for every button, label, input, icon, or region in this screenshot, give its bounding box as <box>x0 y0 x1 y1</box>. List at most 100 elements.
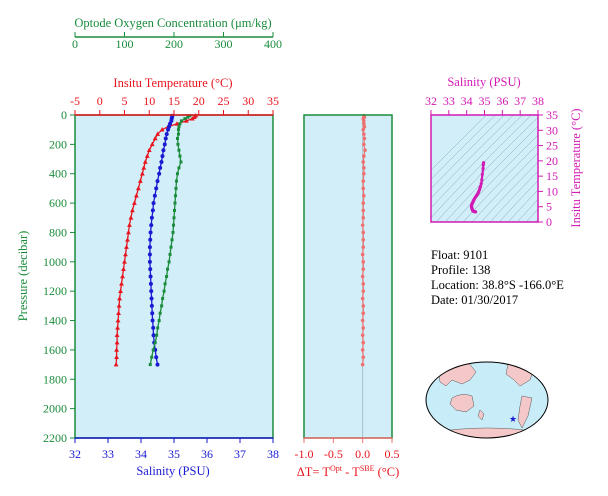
delta-axis: -1.0 -0.5 0.0 0.5 <box>295 438 400 461</box>
ts-temperature-tick-label: 25 <box>546 139 558 153</box>
temperature-point <box>124 244 129 249</box>
oxygen-axis: 0 100 200 300 400 <box>72 32 282 51</box>
delta-point <box>361 201 366 205</box>
oxygen-point <box>186 115 190 119</box>
temperature-point <box>149 141 155 147</box>
pressure-axis: 0 200 400 600 800 1000 1200 1400 1600 1800 2000 220… <box>43 108 75 445</box>
delta-tick-label: 0.5 <box>385 447 400 461</box>
delta-point <box>361 237 366 242</box>
salinity-point <box>164 132 169 137</box>
ts-temperature-tick-label: 35 <box>546 108 558 122</box>
oxygen-tick-label: 0 <box>72 37 78 51</box>
ts-salinity-tick-label: 32 <box>425 94 437 108</box>
salinity-point <box>151 333 156 338</box>
temperature-point <box>137 178 143 183</box>
temperature-point <box>142 159 148 164</box>
delta-point <box>361 230 366 235</box>
oxygen-point <box>170 238 174 242</box>
salinity-point <box>151 325 156 330</box>
ts-isopycnal-line <box>498 180 538 222</box>
delta-point <box>360 362 365 367</box>
delta-point <box>362 124 367 129</box>
float-info: Float: 9101 Profile: 138 Location: 38.8°… <box>431 248 564 307</box>
salinity-point <box>158 165 163 170</box>
delta-point <box>361 326 366 330</box>
float-location: Location: 38.8°S -166.0°E <box>431 278 564 292</box>
salinity-point <box>155 362 160 367</box>
pressure-tick-label: 400 <box>49 167 67 181</box>
oxygen-point <box>176 132 180 136</box>
pressure-tick-label: 0 <box>61 108 67 122</box>
salinity-point <box>148 281 153 286</box>
profile-series-layer <box>113 113 199 367</box>
delta-label-sup1: Opt <box>330 464 343 473</box>
map-new-zealand <box>477 409 485 421</box>
temperature-point <box>155 131 161 136</box>
oxygen-point <box>168 252 172 256</box>
oxygen-point <box>173 201 177 205</box>
profile-plot-area <box>75 115 273 438</box>
temperature-point <box>114 354 119 360</box>
ts-isopycnal-line <box>516 199 538 222</box>
map-greenland <box>533 362 545 373</box>
salinity-point <box>147 252 152 257</box>
float-id: Float: 9101 <box>431 248 488 262</box>
oxygen-point <box>148 363 152 367</box>
oxygen-tick-label: 100 <box>116 37 134 51</box>
oxygen-point <box>173 194 177 198</box>
oxygen-point <box>179 119 183 123</box>
oxygen-point <box>153 341 157 345</box>
temperature-point <box>115 325 120 330</box>
salinity-point <box>157 171 162 176</box>
temperature-point <box>122 259 127 264</box>
oxygen-point <box>160 304 164 308</box>
delta-point <box>361 311 366 316</box>
ts-isopycnal-line <box>453 134 538 222</box>
salinity-point <box>150 311 155 316</box>
temperature-point <box>113 361 119 367</box>
temperature-tick-label: 0 <box>97 94 103 108</box>
delta-point <box>362 132 366 136</box>
salinity-point <box>150 208 155 213</box>
temperature-point <box>118 288 123 293</box>
temperature-point <box>123 251 128 257</box>
pressure-tick-label: 1800 <box>43 372 67 386</box>
delta-point <box>360 333 365 338</box>
ts-series-layer <box>469 161 486 214</box>
oxygen-point <box>174 186 178 190</box>
temperature-point <box>159 127 165 132</box>
oxygen-point <box>172 223 176 227</box>
delta-point <box>363 148 367 153</box>
temperature-point <box>146 147 152 153</box>
oxygen-point <box>169 245 173 249</box>
delta-tick-label: 0.0 <box>355 447 370 461</box>
oxygen-point <box>177 148 181 152</box>
ts-temperature-axis-title: Insitu Temperature (°C) <box>569 108 583 227</box>
ts-isopycnal-line <box>525 208 538 222</box>
map-australia <box>449 394 475 413</box>
oxygen-point <box>150 355 154 359</box>
delta-series-layer <box>360 113 367 367</box>
oxygen-point <box>157 319 161 323</box>
temperature-point <box>128 215 134 220</box>
temperature-point <box>144 153 150 158</box>
temperature-point <box>141 165 147 170</box>
temperature-axis-title: Insitu Temperature (°C) <box>113 76 232 90</box>
oxygen-point <box>171 230 175 234</box>
salinity-point <box>147 245 152 250</box>
oxygen-point <box>175 172 179 176</box>
salinity-point <box>148 274 153 279</box>
salinity-point <box>159 159 164 164</box>
temperature-point <box>114 347 119 352</box>
salinity-point <box>149 296 154 301</box>
oxygen-tick-label: 300 <box>215 37 233 51</box>
delta-point <box>362 136 367 141</box>
temperature-tick-label: 30 <box>242 94 254 108</box>
map-south-america <box>517 395 533 429</box>
delta-point <box>362 154 366 158</box>
delta-point <box>362 122 366 126</box>
delta-point <box>360 223 365 227</box>
delta-panel: -1.0 -0.5 0.0 0.5 ΔT= TOpt - TSBE (°C) <box>295 113 400 479</box>
salinity-point <box>150 318 155 323</box>
